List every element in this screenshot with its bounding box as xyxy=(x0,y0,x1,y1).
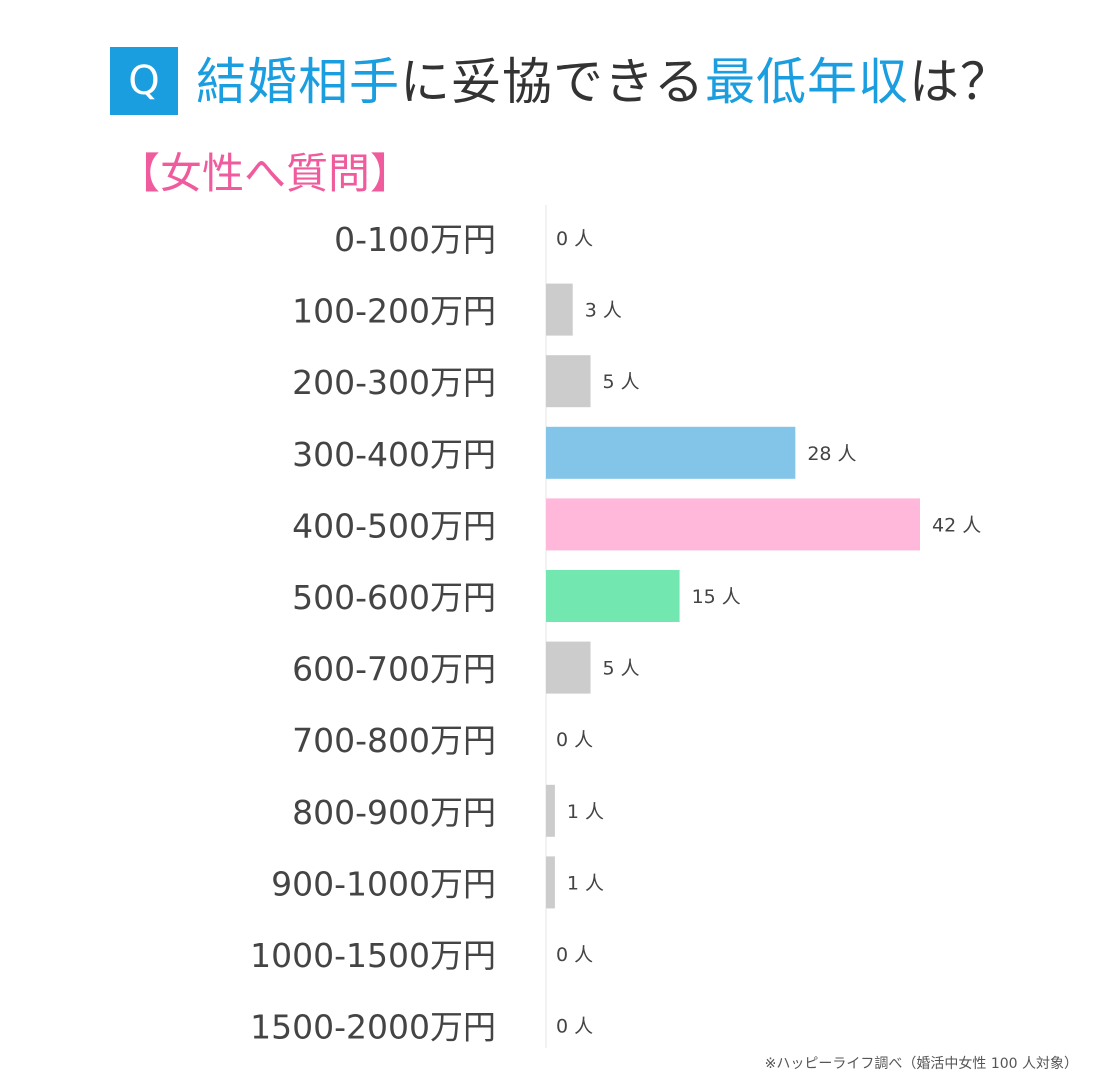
chart-subtitle: 【女性へ質問】 xyxy=(118,149,413,198)
chart-title: 結婚相手に妥協できる最低年収は？ xyxy=(196,50,1011,114)
category-label: 800-900万円 xyxy=(292,793,496,832)
value-label: 28 人 xyxy=(807,443,856,465)
value-label: 0 人 xyxy=(556,1016,593,1038)
title-part-1: 結婚相手 xyxy=(196,53,400,111)
category-label: 0-100万円 xyxy=(334,220,496,259)
category-label: 100-200万円 xyxy=(292,292,496,331)
bar xyxy=(546,283,573,336)
category-label: 600-700万円 xyxy=(292,650,496,689)
title-part-2: に妥協できる xyxy=(400,53,705,111)
question-badge: Q xyxy=(110,47,178,115)
value-label: 0 人 xyxy=(556,228,593,250)
bar xyxy=(546,856,555,909)
category-label: 1000-1500万円 xyxy=(250,936,496,975)
category-label: 400-500万円 xyxy=(292,506,496,545)
bar xyxy=(546,498,920,551)
value-label: 15 人 xyxy=(692,586,741,608)
value-label: 0 人 xyxy=(556,729,593,751)
bar xyxy=(546,426,796,479)
category-label: 700-800万円 xyxy=(292,721,496,760)
title-part-4: は？ xyxy=(909,53,1011,111)
value-label: 0 人 xyxy=(556,944,593,966)
category-label: 500-600万円 xyxy=(292,578,496,617)
category-label: 300-400万円 xyxy=(292,435,496,474)
bar xyxy=(546,355,591,408)
category-label: 200-300万円 xyxy=(292,363,496,402)
value-label: 42 人 xyxy=(932,514,981,536)
value-label: 5 人 xyxy=(603,658,640,680)
bar xyxy=(546,641,591,694)
value-label: 1 人 xyxy=(567,801,604,823)
title-part-3: 最低年収 xyxy=(705,53,909,111)
category-label: 900-1000万円 xyxy=(271,864,496,903)
value-label: 5 人 xyxy=(603,371,640,393)
bar xyxy=(546,570,680,622)
value-label: 3 人 xyxy=(585,300,622,322)
bar xyxy=(546,784,555,837)
value-label: 1 人 xyxy=(567,872,604,894)
footnote: ※ハッピーライフ調べ（婚活中女性 100 人対象） xyxy=(764,1056,1078,1072)
category-label: 1500-2000万円 xyxy=(250,1008,496,1047)
